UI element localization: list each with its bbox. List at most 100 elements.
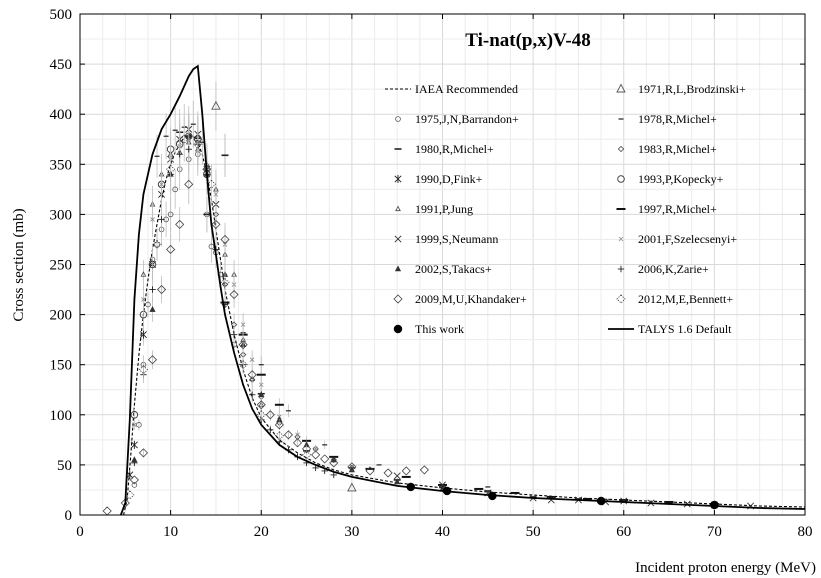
legend-swatch — [616, 83, 626, 93]
data-point — [120, 498, 130, 508]
data-point — [401, 466, 411, 476]
legend-label: 1991,P,Jung — [415, 202, 473, 216]
data-point — [229, 289, 239, 300]
data-point — [141, 297, 146, 302]
series-1980-r-michel — [176, 109, 718, 505]
data-point — [156, 284, 167, 295]
data-point — [139, 330, 147, 339]
y-tick-label: 450 — [50, 57, 73, 73]
legend-label: 1980,R,Michel+ — [415, 142, 494, 156]
legend-swatch — [617, 145, 625, 153]
legend-item-2002-s-takacs: 2002,S,Takacs+ — [394, 262, 492, 276]
legend-label: IAEA Recommended — [415, 82, 518, 96]
data-point — [175, 219, 185, 229]
data-point — [149, 286, 156, 293]
data-point — [311, 450, 321, 460]
legend-item-1999-s-neumann: 1999,S,Neumann — [394, 232, 498, 246]
data-point — [238, 340, 248, 350]
data-point — [365, 466, 375, 476]
x-tick-label: 70 — [707, 524, 722, 540]
series-line-talys-1-6-default — [119, 64, 806, 516]
data-point — [211, 100, 221, 110]
y-tick-label: 0 — [65, 508, 73, 524]
series-this-work — [406, 482, 719, 510]
y-tick-label: 200 — [50, 308, 73, 324]
data-point — [393, 472, 401, 480]
legend-item-1991-p-jung: 1991,P,Jung — [395, 202, 473, 216]
legend-label: 1993,P,Kopecky+ — [638, 172, 724, 186]
data-point — [132, 422, 137, 428]
legend-item-2012-m-e-bennett: 2012,M,E,Bennett+ — [616, 292, 733, 306]
data-point — [149, 305, 156, 312]
legend-label: 2001,F,Szelecsenyi+ — [638, 232, 737, 246]
data-point — [184, 179, 194, 189]
data-point — [131, 459, 138, 467]
legend-swatch — [395, 205, 401, 212]
y-tick-label: 500 — [50, 7, 73, 23]
legend-item-1993-p-kopecky: 1993,P,Kopecky+ — [617, 172, 724, 186]
x-tick-label: 10 — [163, 524, 178, 540]
data-point — [131, 482, 138, 488]
legend-swatch — [393, 324, 403, 334]
legend-item-1983-r-michel: 1983,R,Michel+ — [617, 142, 717, 156]
data-point — [150, 217, 155, 222]
legend-label: TALYS 1.6 Default — [638, 322, 732, 336]
y-tick-label: 400 — [50, 107, 73, 123]
data-point — [267, 426, 274, 434]
data-point — [301, 444, 312, 454]
data-point — [129, 475, 139, 485]
legend-item-this-work: This work — [393, 322, 464, 336]
series-2001-f-szelecsenyi — [132, 116, 355, 470]
data-point — [167, 211, 174, 218]
data-point — [394, 478, 401, 485]
legend-swatch — [394, 175, 402, 183]
data-point — [159, 182, 164, 187]
data-point — [265, 410, 275, 420]
data-point — [130, 440, 138, 449]
legend-swatch — [617, 265, 625, 273]
plot-frame — [79, 13, 806, 516]
y-tick-label: 250 — [50, 258, 73, 274]
data-point — [248, 391, 256, 398]
legend-label: 2009,M,U,Khandaker+ — [415, 292, 527, 306]
x-tick-label: 0 — [76, 524, 84, 540]
legend-item-1990-d-fink: 1990,D,Fink+ — [394, 172, 483, 186]
legend-item-2001-f-szelecsenyi: 2001,F,Szelecsenyi+ — [618, 232, 737, 246]
data-point — [211, 219, 221, 229]
data-point — [148, 260, 157, 269]
data-point — [130, 411, 139, 419]
data-point — [185, 146, 192, 153]
data-point — [172, 186, 178, 193]
legend-swatch — [395, 116, 401, 122]
y-tick-label: 50 — [57, 458, 72, 474]
data-point — [140, 271, 147, 277]
data-point — [147, 355, 158, 365]
legend-item-2006-k-zarie: 2006,K,Zarie+ — [617, 262, 709, 276]
data-point — [438, 481, 447, 489]
data-point — [320, 454, 330, 464]
legend-label: 2002,S,Takacs+ — [415, 262, 492, 276]
data-point — [240, 322, 246, 327]
legend-label: 1978,R,Michel+ — [638, 112, 717, 126]
legend-swatch — [617, 175, 625, 183]
x-axis-title: Incident proton energy (MeV) — [635, 560, 816, 576]
data-point — [249, 357, 255, 362]
data-point — [295, 432, 300, 438]
series-layer — [102, 64, 806, 516]
data-point — [313, 446, 318, 452]
tick-labels: 0 10 20 30 40 50 60 70 80 0 50 100 150 200 250 300 350 40… — [50, 7, 813, 540]
data-point — [247, 370, 257, 380]
data-point — [145, 301, 151, 308]
data-point — [220, 234, 230, 245]
legend-swatch — [394, 235, 402, 243]
data-point — [258, 382, 264, 388]
x-tick-label: 80 — [798, 524, 813, 540]
legend-label: 1983,R,Michel+ — [638, 142, 717, 156]
legend-label: 1999,S,Neumann — [415, 232, 498, 246]
legend-item-1978-r-michel: 1978,R,Michel+ — [618, 112, 717, 126]
chart-title: Ti-nat(p,x)V-48 — [465, 30, 590, 51]
data-point — [347, 482, 357, 492]
data-point — [166, 244, 176, 255]
